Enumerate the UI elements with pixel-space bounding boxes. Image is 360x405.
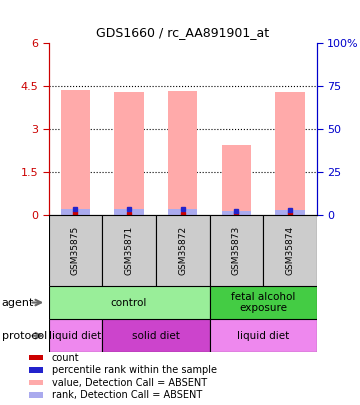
Bar	[168, 209, 197, 215]
Text: solid diet: solid diet	[132, 331, 180, 341]
Text: GSM35872: GSM35872	[178, 226, 187, 275]
Text: GSM35873: GSM35873	[232, 226, 241, 275]
Text: fetal alcohol
exposure: fetal alcohol exposure	[231, 292, 295, 313]
Bar	[210, 215, 263, 286]
Bar	[29, 355, 43, 360]
Text: value, Detection Call = ABSENT: value, Detection Call = ABSENT	[52, 377, 207, 388]
Text: protocol: protocol	[2, 331, 47, 341]
Bar	[210, 319, 317, 352]
Text: GSM35875: GSM35875	[71, 226, 80, 275]
Bar	[168, 91, 197, 215]
Bar	[102, 215, 156, 286]
Bar	[114, 209, 144, 215]
Text: rank, Detection Call = ABSENT: rank, Detection Call = ABSENT	[52, 390, 202, 400]
Bar	[263, 215, 317, 286]
Title: GDS1660 / rc_AA891901_at: GDS1660 / rc_AA891901_at	[96, 26, 269, 39]
Text: GSM35874: GSM35874	[285, 226, 294, 275]
Bar	[29, 380, 43, 386]
Text: percentile rank within the sample: percentile rank within the sample	[52, 365, 217, 375]
Bar	[49, 319, 102, 352]
Bar	[29, 392, 43, 398]
Bar	[61, 90, 90, 215]
Text: agent: agent	[2, 298, 34, 307]
Bar	[61, 209, 90, 215]
Bar	[102, 319, 210, 352]
Bar	[222, 211, 251, 215]
Bar	[156, 215, 210, 286]
Bar	[210, 286, 317, 319]
Bar	[29, 367, 43, 373]
Bar	[222, 145, 251, 215]
Bar	[275, 210, 305, 215]
Text: control: control	[111, 298, 147, 307]
Text: count: count	[52, 353, 80, 362]
Text: GSM35871: GSM35871	[125, 226, 134, 275]
Bar	[49, 215, 102, 286]
Text: liquid diet: liquid diet	[237, 331, 289, 341]
Text: liquid diet: liquid diet	[49, 331, 102, 341]
Bar	[275, 92, 305, 215]
Bar	[49, 286, 210, 319]
Bar	[114, 92, 144, 215]
